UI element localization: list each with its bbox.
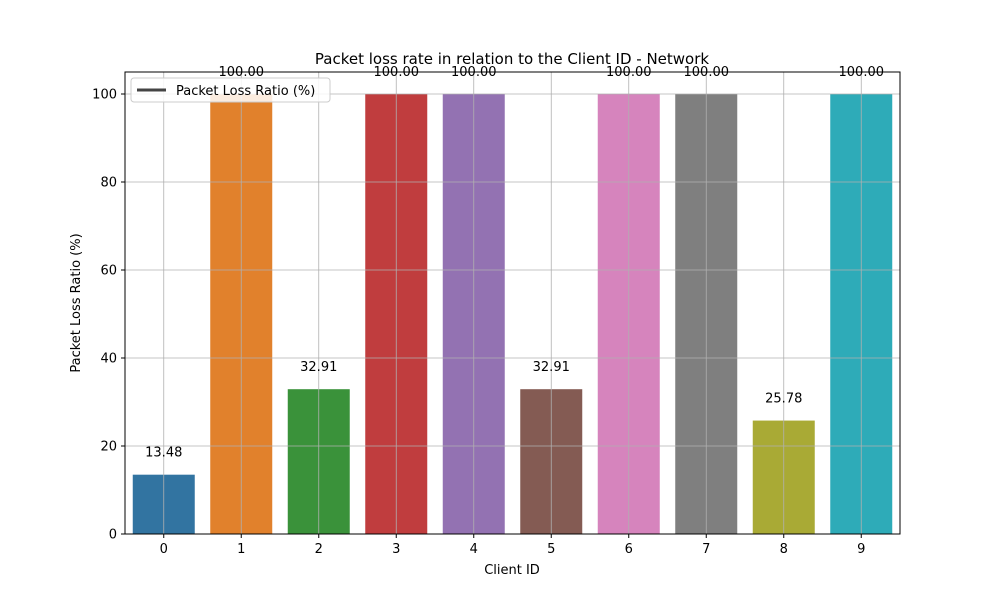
chart-title: Packet loss rate in relation to the Clie… bbox=[315, 50, 709, 68]
x-tick-label-1: 1 bbox=[237, 542, 245, 557]
x-tick-label-3: 3 bbox=[392, 542, 400, 557]
x-tick-label-2: 2 bbox=[315, 542, 323, 557]
x-tick-label-7: 7 bbox=[702, 542, 710, 557]
data-label-8: 25.78 bbox=[765, 392, 802, 407]
x-tick-label-0: 0 bbox=[160, 542, 168, 557]
grid-lines bbox=[125, 72, 900, 535]
bars-layer bbox=[132, 94, 893, 534]
legend-label: Packet Loss Ratio (%) bbox=[176, 84, 315, 99]
y-tick-label-0: 0 bbox=[109, 528, 117, 543]
x-tick-label-6: 6 bbox=[625, 542, 633, 557]
x-tick-label-4: 4 bbox=[470, 542, 478, 557]
data-label-2: 32.91 bbox=[300, 360, 337, 375]
y-tick-label-100: 100 bbox=[92, 88, 117, 103]
y-tick-label-20: 20 bbox=[100, 440, 117, 455]
plot-frame bbox=[124, 71, 901, 535]
data-label-9: 100.00 bbox=[839, 65, 885, 80]
legend-box bbox=[130, 77, 331, 103]
data-labels-layer: 13.48 100.00 32.91 100.00 100.00 32.91 100.00 1… bbox=[145, 65, 884, 461]
data-label-4: 100.00 bbox=[451, 65, 497, 80]
y-tick-label-80: 80 bbox=[100, 176, 117, 191]
y-tick-label-60: 60 bbox=[100, 264, 117, 279]
x-tick-label-9: 9 bbox=[857, 542, 865, 557]
y-tick-label-40: 40 bbox=[100, 352, 117, 367]
x-tick-label-8: 8 bbox=[780, 542, 788, 557]
data-label-7: 100.00 bbox=[684, 65, 730, 80]
data-label-1: 100.00 bbox=[219, 65, 265, 80]
axes-layer bbox=[124, 71, 901, 535]
x-tick-label-5: 5 bbox=[547, 542, 555, 557]
legend: Packet Loss Ratio (%) bbox=[130, 77, 331, 103]
y-axis-label: Packet Loss Ratio (%) bbox=[69, 233, 84, 372]
ticks-layer: 0 20 40 60 80 100 0 1 2 3 4 5 6 7 8 9 bbox=[92, 88, 865, 558]
data-label-0: 13.48 bbox=[145, 446, 182, 461]
data-label-3: 100.00 bbox=[374, 65, 420, 80]
data-label-5: 32.91 bbox=[533, 360, 570, 375]
x-axis-label: Client ID bbox=[484, 563, 540, 578]
data-label-6: 100.00 bbox=[606, 65, 652, 80]
